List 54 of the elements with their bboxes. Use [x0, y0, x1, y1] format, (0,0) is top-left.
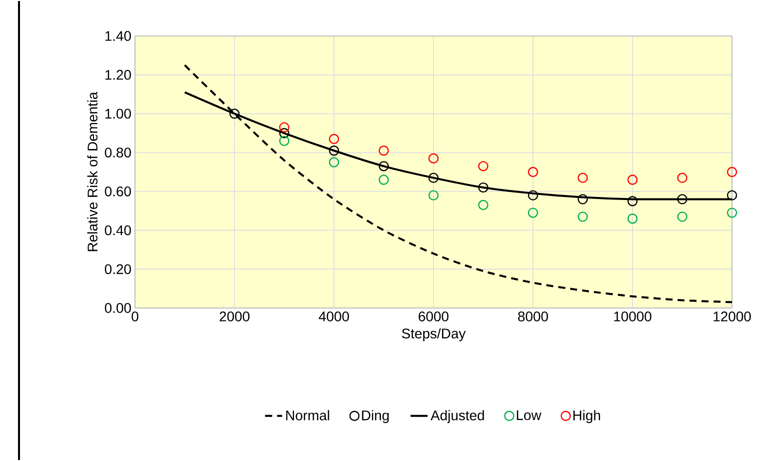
x-tick-label: 6000: [418, 312, 448, 322]
y-tick-label: 0.40: [104, 225, 131, 236]
point: [677, 194, 688, 204]
x-tick-label: 8000: [518, 312, 548, 322]
point: [478, 200, 488, 210]
y-axis-title: Relative Risk of Dementia: [87, 92, 98, 252]
x-tick-label: 10000: [614, 312, 652, 322]
point: [677, 212, 688, 222]
x-tick-label: 4000: [318, 312, 349, 322]
y-tick-label: 0.00: [104, 303, 131, 313]
x-tick-label: 0: [132, 312, 138, 322]
y-tick-label: 0.20: [104, 264, 131, 274]
point: [279, 136, 290, 146]
point: [627, 214, 638, 224]
point: [378, 146, 389, 156]
x-axis-title: Steps/Day: [402, 328, 466, 342]
y-tick-label: 0.60: [104, 186, 131, 196]
point: [378, 161, 389, 172]
point: [428, 172, 439, 183]
point: [528, 166, 538, 178]
y-tick-label: 1.00: [105, 108, 131, 119]
point: [328, 146, 340, 156]
point: [478, 161, 488, 172]
point: [428, 153, 439, 164]
point: [726, 190, 738, 200]
point: [328, 157, 340, 168]
point: [677, 172, 688, 183]
point: [578, 172, 588, 183]
legend-label: Normal: [286, 410, 330, 420]
point: [328, 134, 340, 144]
point: [627, 174, 638, 185]
point: [726, 166, 738, 178]
point: [528, 208, 538, 218]
legend-label: High: [573, 410, 600, 424]
x-tick-label: 12000: [714, 312, 751, 322]
x-tick-label: 2000: [220, 312, 250, 322]
point: [229, 108, 240, 119]
legend-label: Low: [516, 410, 542, 420]
point: [279, 122, 290, 132]
point: [279, 128, 290, 138]
point: [528, 190, 538, 200]
point: [627, 196, 638, 206]
point: [428, 190, 439, 200]
y-tick-label: 1.20: [105, 70, 131, 80]
y-tick-label: 1.40: [105, 31, 131, 41]
point: [578, 194, 588, 204]
line-series: [184, 64, 734, 304]
point: [726, 208, 738, 218]
point: [378, 174, 389, 185]
legend-label: Ding: [362, 410, 389, 424]
point: [478, 182, 488, 193]
point: [578, 212, 588, 222]
legend-label: Adjusted: [430, 410, 484, 424]
y-tick-label: 0.80: [104, 148, 131, 158]
